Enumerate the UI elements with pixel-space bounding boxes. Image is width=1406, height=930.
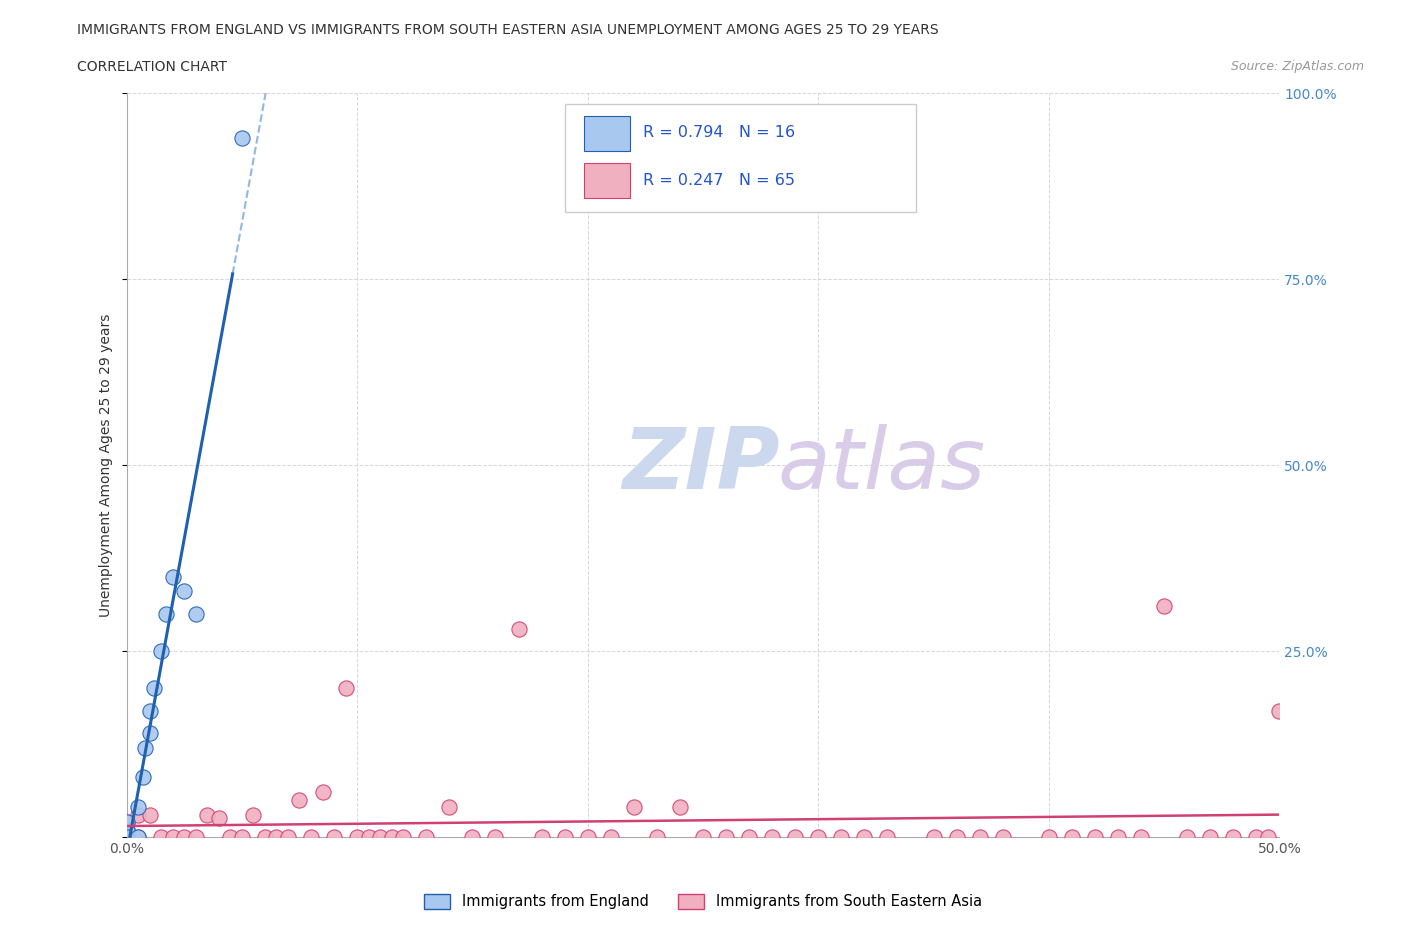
Bar bbox=[585, 163, 630, 198]
Point bbox=[599, 830, 621, 844]
Point bbox=[219, 830, 242, 844]
Point bbox=[127, 830, 149, 844]
Point bbox=[761, 830, 783, 844]
Point bbox=[1199, 830, 1222, 844]
Point bbox=[807, 830, 830, 844]
Legend: Immigrants from England, Immigrants from South Eastern Asia: Immigrants from England, Immigrants from… bbox=[418, 888, 988, 915]
Point bbox=[155, 606, 177, 621]
Point bbox=[508, 621, 530, 636]
Point bbox=[115, 815, 138, 830]
Point bbox=[1038, 830, 1060, 844]
Point bbox=[150, 830, 173, 844]
Text: CORRELATION CHART: CORRELATION CHART bbox=[77, 60, 228, 74]
Point bbox=[738, 830, 761, 844]
Point bbox=[208, 811, 231, 826]
Point bbox=[346, 830, 368, 844]
Point bbox=[830, 830, 852, 844]
Point bbox=[127, 800, 149, 815]
Point bbox=[195, 807, 218, 822]
Point bbox=[357, 830, 380, 844]
Text: ZIP: ZIP bbox=[623, 423, 780, 507]
Point bbox=[1153, 599, 1175, 614]
Point bbox=[184, 606, 207, 621]
Point bbox=[439, 800, 461, 815]
Point bbox=[335, 681, 357, 696]
Point bbox=[173, 830, 195, 844]
Point bbox=[138, 703, 160, 718]
Point bbox=[785, 830, 807, 844]
Point bbox=[1107, 830, 1129, 844]
Point bbox=[1268, 703, 1291, 718]
Point bbox=[623, 800, 645, 815]
Point bbox=[231, 130, 253, 145]
Point bbox=[714, 830, 737, 844]
Point bbox=[669, 800, 692, 815]
Point bbox=[127, 807, 149, 822]
Point bbox=[323, 830, 346, 844]
Point bbox=[150, 644, 173, 658]
Point bbox=[876, 830, 898, 844]
Text: Source: ZipAtlas.com: Source: ZipAtlas.com bbox=[1230, 60, 1364, 73]
FancyBboxPatch shape bbox=[565, 104, 917, 212]
Point bbox=[143, 681, 166, 696]
Point bbox=[253, 830, 276, 844]
Point bbox=[945, 830, 967, 844]
Point bbox=[311, 785, 333, 800]
Point bbox=[1084, 830, 1107, 844]
Point bbox=[134, 740, 156, 755]
Point bbox=[162, 569, 184, 584]
Point bbox=[173, 584, 195, 599]
Point bbox=[645, 830, 668, 844]
Point bbox=[484, 830, 506, 844]
Point bbox=[299, 830, 322, 844]
Point bbox=[115, 822, 138, 837]
Point bbox=[1130, 830, 1153, 844]
Text: R = 0.794   N = 16: R = 0.794 N = 16 bbox=[643, 126, 796, 140]
Point bbox=[138, 807, 160, 822]
Point bbox=[576, 830, 599, 844]
Point bbox=[115, 830, 138, 844]
Point bbox=[1175, 830, 1198, 844]
Point bbox=[266, 830, 288, 844]
Point bbox=[231, 830, 253, 844]
Point bbox=[853, 830, 876, 844]
Point bbox=[368, 830, 391, 844]
Point bbox=[115, 830, 138, 844]
Point bbox=[162, 830, 184, 844]
Point bbox=[277, 830, 299, 844]
Point bbox=[184, 830, 207, 844]
Bar bbox=[585, 116, 630, 151]
Point bbox=[461, 830, 484, 844]
Point bbox=[1060, 830, 1083, 844]
Text: R = 0.247   N = 65: R = 0.247 N = 65 bbox=[643, 173, 794, 188]
Text: atlas: atlas bbox=[778, 423, 986, 507]
Y-axis label: Unemployment Among Ages 25 to 29 years: Unemployment Among Ages 25 to 29 years bbox=[100, 313, 114, 617]
Point bbox=[131, 770, 153, 785]
Point bbox=[242, 807, 264, 822]
Point bbox=[692, 830, 714, 844]
Point bbox=[530, 830, 553, 844]
Point bbox=[1246, 830, 1268, 844]
Text: IMMIGRANTS FROM ENGLAND VS IMMIGRANTS FROM SOUTH EASTERN ASIA UNEMPLOYMENT AMONG: IMMIGRANTS FROM ENGLAND VS IMMIGRANTS FR… bbox=[77, 23, 939, 37]
Point bbox=[991, 830, 1014, 844]
Point bbox=[1257, 830, 1279, 844]
Point bbox=[969, 830, 991, 844]
Point bbox=[127, 830, 149, 844]
Point bbox=[415, 830, 437, 844]
Point bbox=[115, 822, 138, 837]
Point bbox=[392, 830, 415, 844]
Point bbox=[115, 815, 138, 830]
Point bbox=[1222, 830, 1244, 844]
Point bbox=[922, 830, 945, 844]
Point bbox=[554, 830, 576, 844]
Point bbox=[288, 792, 311, 807]
Point bbox=[381, 830, 404, 844]
Point bbox=[138, 725, 160, 740]
